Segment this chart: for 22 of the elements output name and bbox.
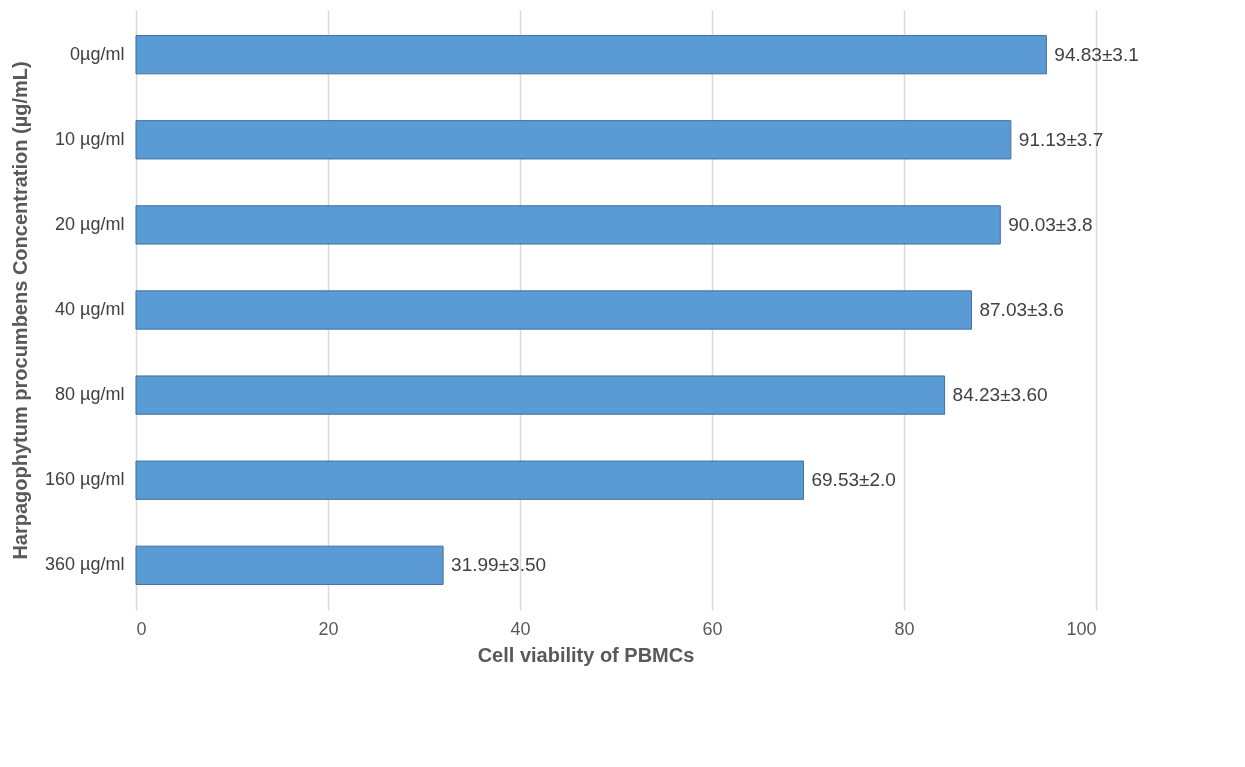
y-tick-label: 10 µg/ml (55, 128, 125, 149)
data-label: 31.99±3.50 (451, 554, 547, 576)
data-label: 84.23±3.60 (952, 384, 1048, 406)
data-label: 94.83±3.1 (1054, 43, 1139, 65)
x-tick-label: 20 (318, 618, 339, 639)
data-label: 87.03±3.6 (979, 299, 1064, 320)
data-label: 90.03±3.8 (1008, 213, 1093, 235)
y-tick-label: 80 µg/ml (55, 384, 125, 405)
y-tick-label: 160 µg/ml (45, 469, 125, 490)
data-label: 69.53±2.0 (811, 469, 896, 491)
y-tick-label: 40 µg/ml (55, 299, 125, 319)
y-axis-title: Harpagophytum procumbens Concentration (µg/mL) (9, 61, 32, 560)
x-tick-label: 40 (510, 618, 531, 639)
x-tick-label: 0 (136, 618, 147, 639)
x-axis-title: Cell viability of PBMCs (477, 644, 695, 666)
x-tick-label: 100 (1066, 618, 1097, 639)
x-tick-label: 80 (894, 618, 915, 639)
x-tick-label: 60 (702, 618, 723, 639)
data-label: 91.13±3.7 (1018, 128, 1104, 150)
y-tick-label: 20 µg/ml (55, 213, 125, 234)
y-tick-label: 360 µg/ml (45, 554, 125, 575)
y-tick-label: 0µg/ml (70, 43, 125, 64)
